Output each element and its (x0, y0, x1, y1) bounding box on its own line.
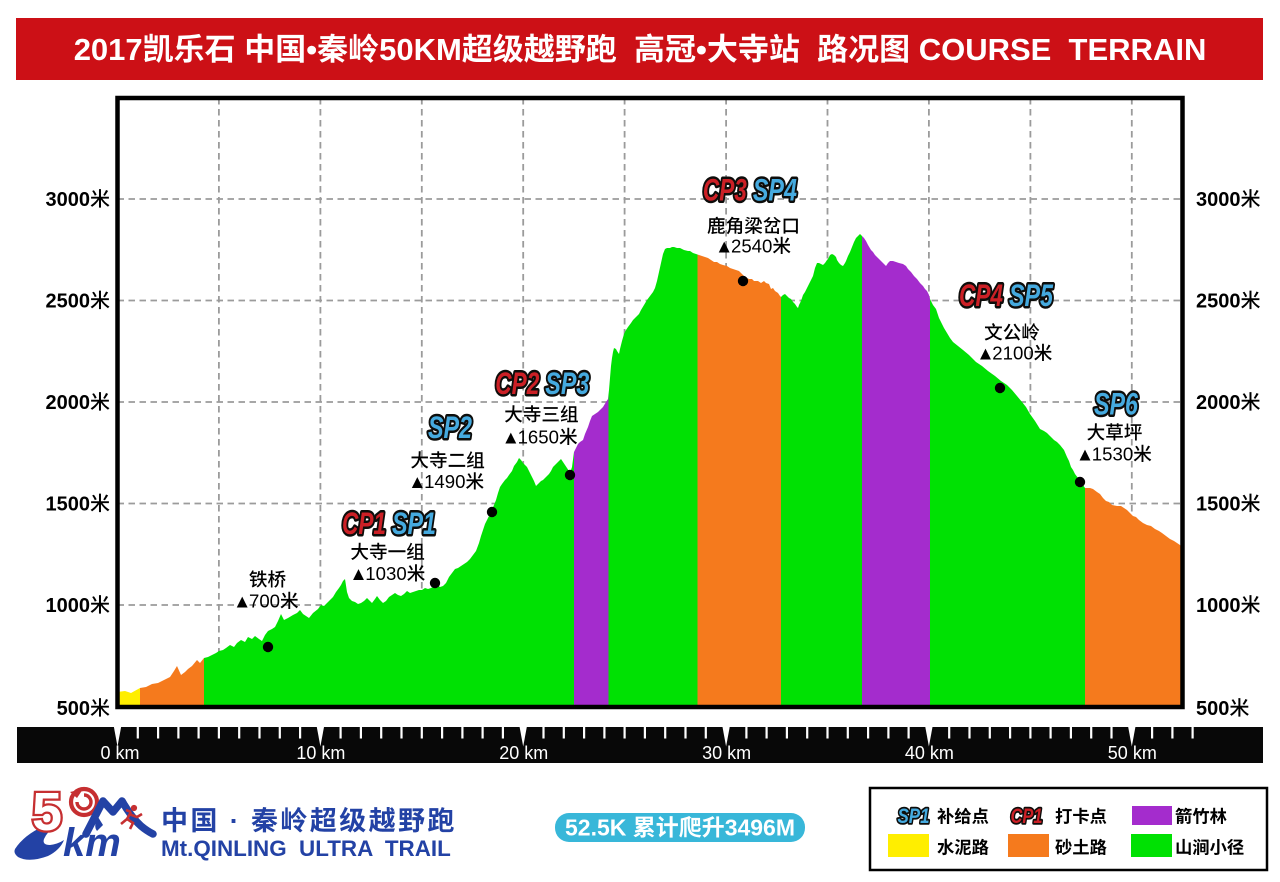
svg-text:30 km: 30 km (702, 743, 751, 763)
svg-text:SP4: SP4 (753, 172, 797, 208)
svg-text:3000: 3000 (46, 189, 91, 211)
svg-text:2000: 2000 (46, 392, 91, 414)
svg-text:3496M: 3496M (725, 815, 795, 841)
svg-text:500: 500 (57, 698, 90, 720)
svg-text:km: km (63, 821, 121, 865)
svg-text:2500: 2500 (1196, 291, 1241, 313)
svg-text:52.5K: 52.5K (565, 815, 633, 841)
svg-text:SP5: SP5 (1009, 277, 1053, 313)
svg-text:5: 5 (32, 782, 62, 842)
svg-text:2540: 2540 (731, 236, 772, 257)
svg-text:Mt.QINLING ULTRA TRAIL: Mt.QINLING ULTRA TRAIL (161, 836, 451, 861)
svg-text:CP3: CP3 (703, 172, 747, 208)
svg-text:50 km: 50 km (1108, 743, 1157, 763)
svg-text:•: • (696, 32, 707, 67)
svg-text:1500: 1500 (1196, 494, 1241, 516)
svg-text:COURSE TERRAIN: COURSE TERRAIN (910, 32, 1206, 67)
svg-text:1000: 1000 (1196, 595, 1241, 617)
svg-text:0 km: 0 km (101, 743, 140, 763)
svg-text:20 km: 20 km (499, 743, 548, 763)
svg-text:500: 500 (1196, 698, 1229, 720)
svg-text:SP1: SP1 (392, 505, 436, 541)
svg-text:CP4: CP4 (959, 277, 1003, 313)
svg-text:CP1: CP1 (1011, 805, 1043, 828)
svg-text:·: · (220, 806, 251, 836)
svg-text:1490: 1490 (424, 471, 465, 492)
svg-text:SP2: SP2 (428, 409, 472, 445)
svg-text:1530: 1530 (1092, 444, 1133, 465)
svg-text:40 km: 40 km (905, 743, 954, 763)
svg-text:SP3: SP3 (545, 365, 589, 401)
svg-text:•: • (306, 32, 317, 67)
svg-text:1030: 1030 (365, 563, 406, 584)
svg-text:1650: 1650 (518, 427, 559, 448)
svg-text:2000: 2000 (1196, 392, 1241, 414)
svg-text:700: 700 (249, 591, 280, 612)
svg-text:CP2: CP2 (495, 365, 539, 401)
svg-text:1000: 1000 (46, 595, 91, 617)
svg-text:CP1: CP1 (342, 505, 386, 541)
svg-text:2500: 2500 (46, 291, 91, 313)
svg-text:3000: 3000 (1196, 189, 1241, 211)
svg-text:10 km: 10 km (296, 743, 345, 763)
svg-text:SP1: SP1 (898, 805, 930, 828)
svg-text:50KM: 50KM (379, 32, 462, 67)
svg-text:2100: 2100 (992, 343, 1033, 364)
svg-text:SP6: SP6 (1094, 386, 1138, 422)
svg-text:2017: 2017 (74, 32, 143, 67)
svg-text:1500: 1500 (46, 494, 91, 516)
